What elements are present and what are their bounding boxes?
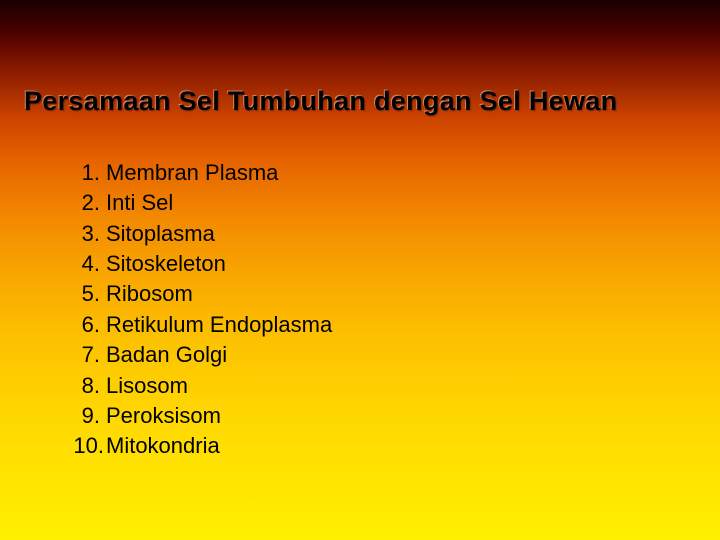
list-item: 3. Sitoplasma [68,219,332,249]
list-text: Sitoskeleton [106,249,226,279]
list-number: 5. [68,279,106,309]
list-text: Sitoplasma [106,219,215,249]
slide: Persamaan Sel Tumbuhan dengan Sel Hewan … [0,0,720,540]
list-text: Retikulum Endoplasma [106,310,332,340]
list-item: 2. Inti Sel [68,188,332,218]
list-item: 9. Peroksisom [68,401,332,431]
list-number: 1. [68,158,106,188]
list-number: 8. [68,371,106,401]
list-text: Lisosom [106,371,188,401]
list-number: 3. [68,219,106,249]
list-number: 7. [68,340,106,370]
list-text: Ribosom [106,279,193,309]
list-item: 7. Badan Golgi [68,340,332,370]
list-number: 9. [68,401,106,431]
list-number: 10. [68,431,106,461]
list-item: 5. Ribosom [68,279,332,309]
list-item: 10. Mitokondria [68,431,332,461]
list-text: Inti Sel [106,188,173,218]
list-number: 4. [68,249,106,279]
list: 1. Membran Plasma 2. Inti Sel 3. Sitopla… [68,158,332,462]
list-item: 6. Retikulum Endoplasma [68,310,332,340]
slide-title: Persamaan Sel Tumbuhan dengan Sel Hewan [24,86,696,117]
list-text: Badan Golgi [106,340,227,370]
list-number: 2. [68,188,106,218]
list-text: Peroksisom [106,401,221,431]
list-item: 1. Membran Plasma [68,158,332,188]
list-text: Mitokondria [106,431,220,461]
list-text: Membran Plasma [106,158,278,188]
list-item: 8. Lisosom [68,371,332,401]
list-number: 6. [68,310,106,340]
list-item: 4. Sitoskeleton [68,249,332,279]
